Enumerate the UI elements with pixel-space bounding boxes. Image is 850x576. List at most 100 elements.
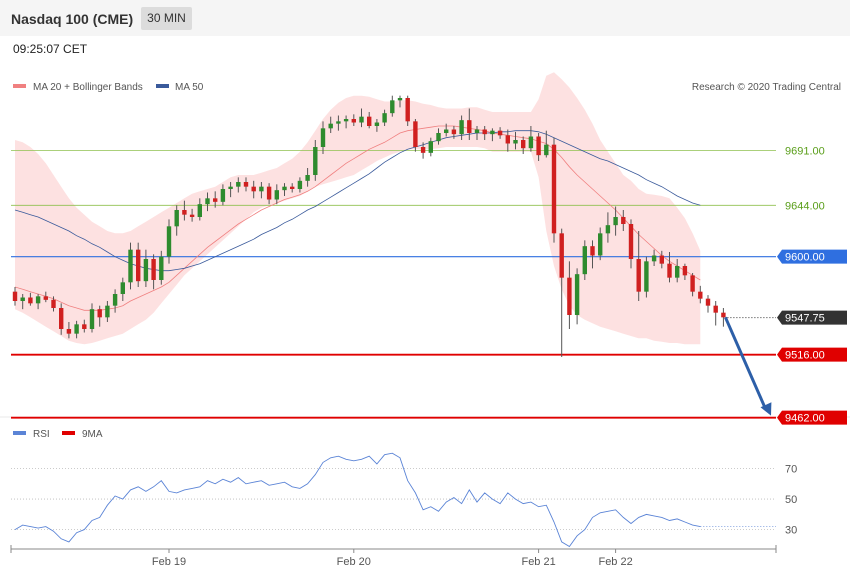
candle [136,242,141,287]
candle-body [320,128,326,147]
candle [428,137,433,157]
candle [297,177,303,193]
candle [220,184,226,206]
candle [305,168,310,187]
candle [274,184,279,205]
x-tick-label: Feb 20 [337,556,371,568]
candle-body [159,256,164,280]
level-tag-resistance: 9691.00 [785,146,825,158]
arrow-shaft [724,316,767,409]
rsi-tick-label: 70 [785,463,797,475]
level-tag-support: 9516.00 [777,347,847,362]
candle [313,140,318,181]
level-tag-support: 9462.00 [777,410,847,425]
candle-body [143,259,149,282]
candle-body [598,233,603,256]
candle [521,136,526,154]
candle-body [675,266,680,278]
candle-body [505,135,510,144]
candle [574,268,580,325]
candle-body [266,186,272,200]
candle [128,242,133,290]
copyright: Research © 2020 Trading Central [692,82,841,93]
candle [659,250,664,269]
candle-body [59,308,64,329]
candle-body [374,122,380,126]
candle-body [228,186,233,189]
candle [605,212,611,243]
candle-body [297,180,303,189]
level-label: 9516.00 [785,350,825,362]
x-tick-label: Feb 19 [152,556,186,568]
candle-body [621,217,626,224]
candle-body [97,309,102,318]
candle [390,95,395,117]
candle-body [112,294,118,306]
candle-body [274,190,279,200]
level-badge [777,347,847,362]
candle [351,114,356,126]
legend-rsi-ma-label: 9MA [82,429,103,440]
candle-body [120,282,125,294]
candle [328,116,333,133]
candle-body [405,98,410,122]
candle-body [259,186,264,192]
rsi-line [14,452,701,548]
candle [675,259,680,283]
candle-body [721,312,726,318]
candle [667,252,672,283]
candle [189,208,195,222]
candle [436,128,441,145]
candle-body [574,274,580,315]
candle-body [536,136,541,156]
candle-body [490,130,495,135]
candle [89,303,95,333]
timeframe-button[interactable]: 30 MIN [141,7,192,30]
candle-body [521,140,526,149]
legend-ma50-label: MA 50 [175,82,204,93]
candle [698,285,703,304]
candle-body [351,119,356,123]
candle [644,256,649,298]
candle-body [474,129,480,133]
candle [636,231,641,301]
candle [497,127,503,139]
bollinger-band [15,72,701,345]
chart-title: Nasdaq 100 (CME) [11,11,134,27]
candle-body [413,121,418,147]
candle [367,112,372,129]
legend-ma20-label: MA 20 + Bollinger Bands [33,82,143,93]
level-label: 9691.00 [785,146,825,158]
candle-body [667,263,672,278]
candle [290,183,295,193]
candle [251,180,256,199]
candle-body [628,224,634,259]
candle-body [544,144,549,156]
candle-body [189,214,195,217]
candle [259,182,264,199]
candle-body [451,129,457,135]
candle [582,240,587,280]
candle [105,301,110,322]
candle [197,198,202,221]
candle [20,294,25,310]
candle [112,289,118,313]
candle [159,250,164,285]
candle [705,295,711,313]
candle-body [213,198,218,202]
candle-body [590,246,595,256]
level-label: 9462.00 [785,413,825,425]
candle-body [305,175,310,181]
candle [320,121,326,154]
candle [174,205,179,236]
legend-rsi-swatch [13,431,26,435]
candle-body [197,204,202,217]
candle [97,305,102,327]
legend-rsi-label: RSI [33,429,50,440]
candle [628,219,634,269]
candle-body [89,309,95,329]
candle-body [644,261,649,292]
candle [444,123,449,137]
candle [474,126,480,140]
